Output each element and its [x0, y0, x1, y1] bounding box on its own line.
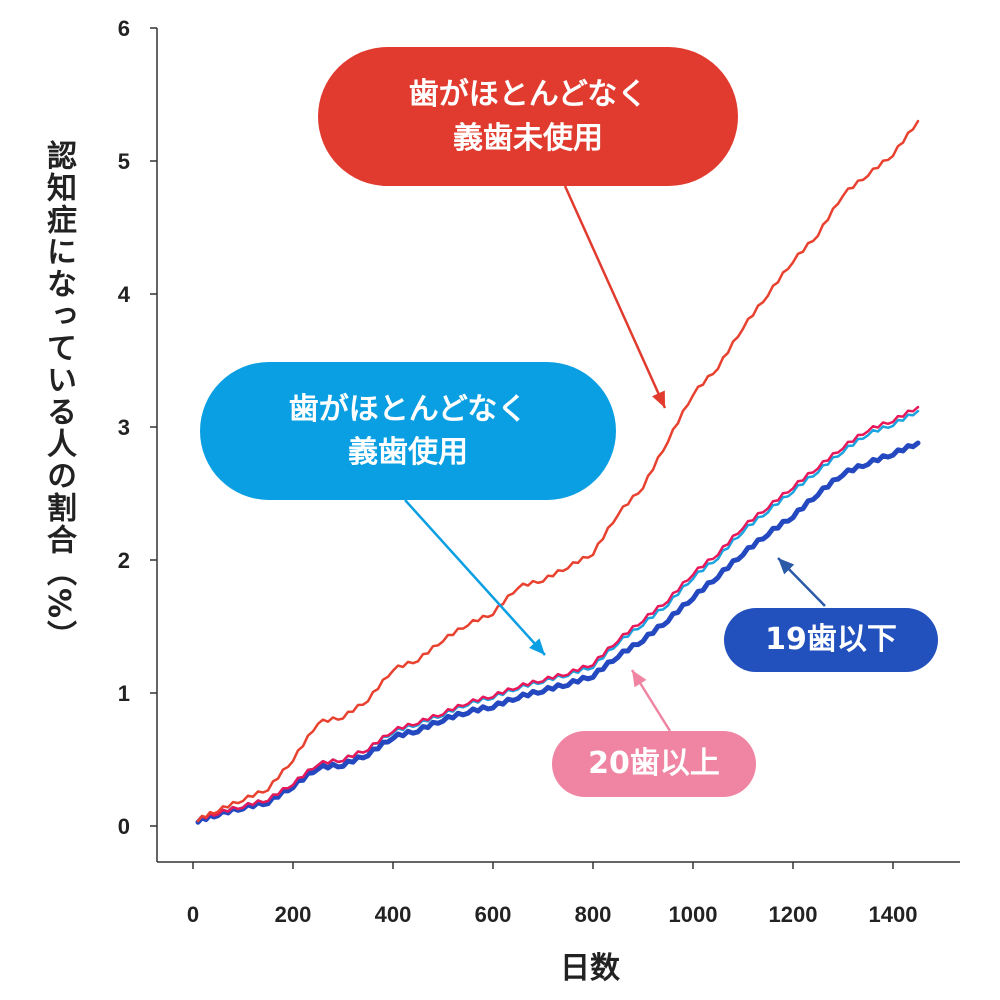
x-tick-label: 1200 [769, 902, 818, 927]
no-denture-arrow-head [652, 390, 665, 408]
denture-arrow-line [404, 499, 546, 656]
series-line-0 [196, 119, 920, 823]
x-axis-label: 日数 [560, 951, 621, 986]
callout-no-denture-line2: 義歯未使用 [453, 120, 603, 156]
y-axis-label: 認知症になっている人の割合（%） [41, 140, 76, 653]
teeth19-arrow-head [778, 558, 795, 575]
x-tick-label: 400 [375, 902, 412, 927]
x-tick-label: 200 [275, 902, 312, 927]
y-tick-label: 6 [118, 16, 130, 41]
y-tick-label: 0 [118, 814, 130, 839]
y-tick-label: 1 [118, 681, 130, 706]
callout-denture-line1: 歯がほとんどなく [288, 391, 528, 427]
x-tick-label: 600 [475, 902, 512, 927]
x-tick-label: 800 [575, 902, 612, 927]
callout-no-denture: 歯がほとんどなく 義歯未使用 [318, 47, 738, 186]
series-line-2 [195, 440, 921, 825]
denture-arrow-head [529, 638, 545, 655]
series-line-3 [196, 405, 920, 823]
x-tick-label: 0 [187, 902, 199, 927]
y-tick-label: 3 [118, 415, 130, 440]
x-tick-label: 1400 [869, 902, 918, 927]
y-tick-label: 2 [118, 548, 130, 573]
callout-no-denture-line1: 歯がほとんどなく [408, 77, 648, 112]
callout-20-teeth: 20歯以上 [552, 731, 756, 797]
x-tick-label: 1000 [669, 902, 718, 927]
callout-denture-line2: 義歯使用 [348, 435, 468, 470]
teeth20-arrow-head [632, 670, 647, 688]
no-denture-arrow-line [563, 185, 667, 409]
callout-19-teeth: 19歯以下 [724, 608, 938, 672]
callout-denture: 歯がほとんどなく 義歯使用 [200, 362, 616, 500]
y-tick-label: 4 [118, 282, 131, 307]
y-tick-label: 5 [118, 149, 130, 174]
